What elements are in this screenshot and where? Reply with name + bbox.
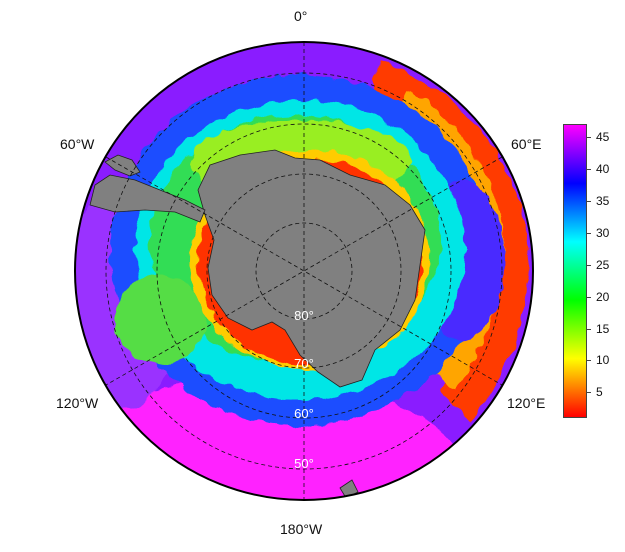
lat-circle-60	[156, 123, 452, 419]
meridian-60e-120w	[105, 156, 503, 386]
colorbar-tick-label: 25	[596, 257, 610, 272]
lon-label-60w: 60°W	[60, 136, 95, 152]
colorbar	[563, 124, 587, 418]
new-zealand-fragment	[339, 479, 359, 499]
map-border	[74, 41, 534, 501]
lon-label-0: 0°	[294, 8, 308, 24]
data-field: 80° 70° 60° 50°	[75, 42, 533, 500]
antarctic-peninsula	[89, 174, 206, 223]
lat-label-60: 60°	[294, 406, 314, 421]
colorbar-tick-label: 5	[596, 385, 603, 400]
lat-circle-70	[206, 173, 402, 369]
colorbar-tickmark	[586, 296, 591, 298]
graticule	[105, 42, 503, 500]
colorbar-tickmark	[586, 200, 591, 202]
colorbar-tickmark	[586, 136, 591, 138]
field-red-east	[370, 60, 530, 420]
lat-circle-80	[255, 222, 353, 320]
colorbar-tickmark	[586, 392, 591, 394]
meridian-60w-120e	[105, 156, 503, 386]
colorbar-tick-label: 10	[596, 353, 610, 368]
colorbar-tickmark	[586, 168, 591, 170]
south-america-tip	[104, 154, 141, 177]
colorbar-tickmark	[586, 360, 591, 362]
lon-label-120w: 120°W	[56, 395, 99, 411]
colorbar-tickmark	[586, 232, 591, 234]
colorbar-tick-label: 35	[596, 193, 610, 208]
colorbar-tickmark	[586, 328, 591, 330]
lat-label-50: 50°	[294, 456, 314, 471]
lat-label-80: 80°	[294, 308, 314, 323]
lon-label-180w: 180°W	[280, 521, 323, 537]
field-magenta-bottom	[75, 380, 460, 500]
colorbar-tick-label: 20	[596, 289, 610, 304]
field-green-left	[115, 275, 205, 365]
colorbar-tick-label: 40	[596, 161, 610, 176]
antarctica-landmass	[197, 149, 426, 388]
colorbar-tick-label: 45	[596, 129, 610, 144]
lon-label-60e: 60°E	[511, 136, 542, 152]
colorbar-tick-label: 15	[596, 321, 610, 336]
lat-label-70: 70°	[294, 356, 314, 371]
colorbar-tick-label: 30	[596, 225, 610, 240]
colorbar-tickmark	[586, 264, 591, 266]
lon-label-120e: 120°E	[507, 395, 546, 411]
